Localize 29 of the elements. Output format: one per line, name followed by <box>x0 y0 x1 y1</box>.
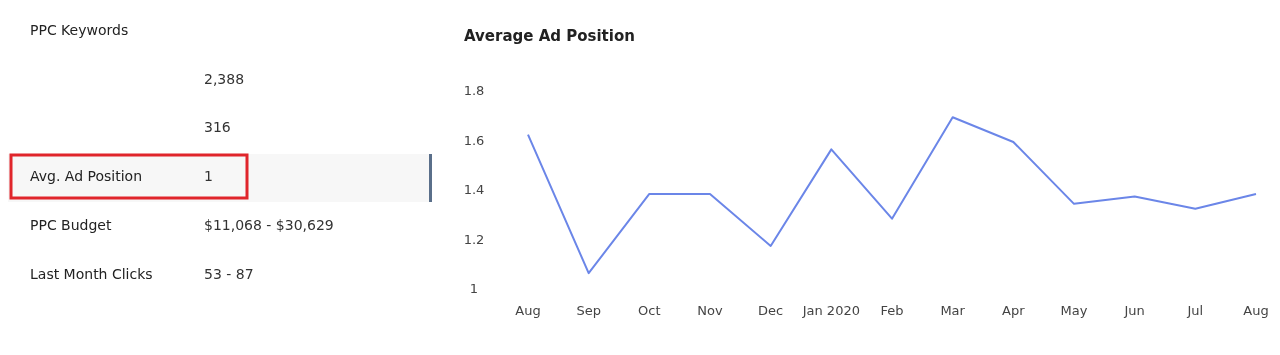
x-tick-label: Oct <box>638 303 661 318</box>
x-tick-label: Jan 2020 <box>801 303 860 318</box>
x-tick-label: Aug <box>1243 303 1269 318</box>
x-tick-label: Dec <box>758 303 784 318</box>
chart-title: Average Ad Position <box>464 27 635 45</box>
x-tick-label: Jul <box>1186 303 1204 318</box>
x-tick-label: Feb <box>880 303 904 318</box>
text: 53 - 87 <box>204 266 254 282</box>
category-label: Avg. Ad Position <box>30 168 143 184</box>
text: 2,388 <box>204 71 245 87</box>
line-series <box>527 116 1257 275</box>
x-tick-label: Nov <box>697 303 723 318</box>
x-tick-label: Sep <box>576 303 601 318</box>
y-tick-label: 1.4 <box>463 182 485 197</box>
text: 316 <box>204 119 231 135</box>
x-tick-label: Aug <box>515 303 541 318</box>
x-tick-label: Jun <box>1123 303 1145 318</box>
x-tick-label: Apr <box>1002 303 1026 318</box>
x-tick-label: May <box>1060 303 1088 318</box>
category-label: PPC Keywords <box>30 22 129 38</box>
y-tick-label: 1.6 <box>463 132 485 148</box>
y-tick-label: 1 <box>469 281 479 296</box>
x-tick-label: Mar <box>940 303 966 318</box>
y-tick-label: 1.8 <box>463 83 485 98</box>
category-label: Last Month Clicks <box>30 266 153 282</box>
y-tick-label: 1.2 <box>463 231 485 247</box>
text: 1 <box>204 168 213 184</box>
text: $11,068 - $30,629 <box>204 217 334 233</box>
category-label: PPC Budget <box>30 217 112 233</box>
